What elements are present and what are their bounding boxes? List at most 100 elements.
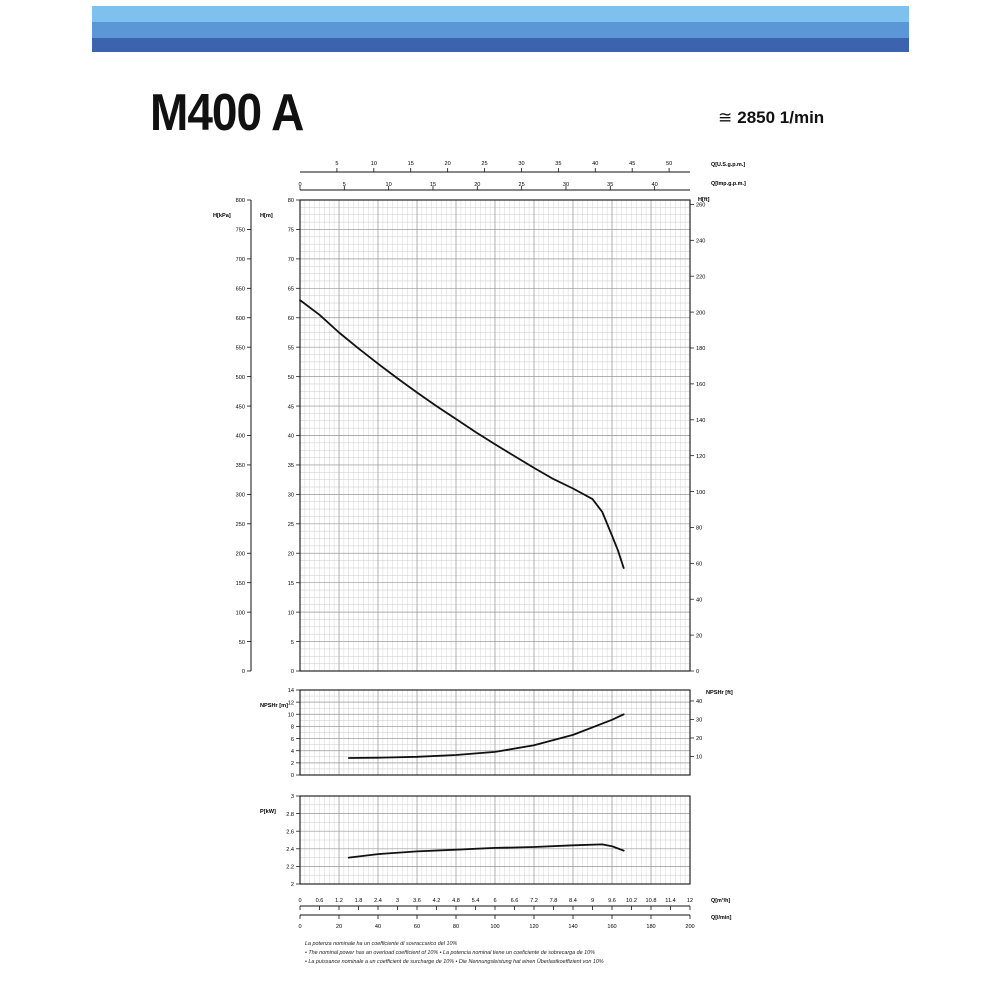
- header-band-medium: [92, 22, 909, 38]
- lmin-tick-label: 80: [453, 924, 459, 930]
- m3h-axis-title: Q[m³/h]: [711, 898, 730, 904]
- m3h-tick-label: 12: [687, 898, 693, 904]
- kpa-tick-label: 50: [239, 640, 245, 646]
- speed-value: 2850 1/min: [737, 108, 825, 127]
- power-curve: [347, 843, 625, 859]
- kpa-tick-label: 250: [236, 522, 245, 528]
- lmin-tick-label: 100: [490, 924, 499, 930]
- head-left-tick-label: 10: [288, 610, 294, 616]
- npsh-right-tick-label: 30: [696, 718, 702, 724]
- head-left-tick-label: 15: [288, 581, 294, 587]
- usgpm-tick-label: 40: [592, 161, 598, 167]
- npsh-left-axis-title: NPSHr [m]: [260, 703, 288, 709]
- head-right-tick-label: 60: [696, 562, 702, 568]
- kpa-axis-title: H[kPa]: [213, 213, 231, 219]
- head-right-tick-label: 40: [696, 597, 702, 603]
- head-right-tick-label: 0: [696, 669, 699, 675]
- usgpm-axis-title: Q[U.S.g.p.m.]: [711, 162, 745, 168]
- power-left-tick-label: 3: [291, 794, 294, 800]
- kpa-tick-label: 400: [236, 434, 245, 440]
- head-right-axis-title: H[ft]: [698, 197, 710, 203]
- power-frame: [299, 795, 691, 885]
- m3h-tick-label: 4.2: [433, 898, 441, 904]
- m3h-tick-label: 2.4: [374, 898, 382, 904]
- lmin-tick-label: 60: [414, 924, 420, 930]
- usgpm-tick-label: 45: [629, 161, 635, 167]
- usgpm-tick-label: 20: [445, 161, 451, 167]
- head-left-tick-label: 45: [288, 404, 294, 410]
- kpa-tick-label: 750: [236, 228, 245, 234]
- kpa-tick-label: 600: [236, 316, 245, 322]
- lmin-tick-label: 120: [529, 924, 538, 930]
- npsh-right-tick-label: 40: [696, 699, 702, 705]
- note-line-1: La potenza nominale ha un coefficiente d…: [305, 941, 458, 947]
- head-left-tick-label: 75: [288, 228, 294, 234]
- head-left-tick-label: 20: [288, 551, 294, 557]
- npsh-left-tick-label: 2: [291, 761, 294, 767]
- impgpm-tick-label: 15: [430, 182, 436, 188]
- head-right-tick-label: 160: [696, 382, 705, 388]
- approx-symbol: ≅: [718, 108, 733, 127]
- lmin-tick-label: 200: [685, 924, 694, 930]
- impgpm-tick-label: 20: [474, 182, 480, 188]
- kpa-tick-label: 700: [236, 257, 245, 263]
- lmin-axis-title: Q[l/min]: [711, 915, 732, 921]
- lmin-tick-label: 140: [568, 924, 577, 930]
- m3h-tick-label: 3: [396, 898, 399, 904]
- m3h-tick-label: 8.4: [569, 898, 577, 904]
- m3h-tick-label: 9: [591, 898, 594, 904]
- head-left-tick-label: 40: [288, 434, 294, 440]
- lmin-tick-label: 180: [646, 924, 655, 930]
- m3h-tick-label: 10.2: [626, 898, 637, 904]
- usgpm-tick-label: 35: [555, 161, 561, 167]
- impgpm-tick-label: 0: [298, 182, 301, 188]
- m3h-tick-label: 0: [298, 898, 301, 904]
- m3h-tick-label: 4.8: [452, 898, 460, 904]
- impgpm-tick-label: 30: [563, 182, 569, 188]
- note-line-3: • La puissance nominale a un coefficient…: [305, 959, 604, 965]
- kpa-tick-label: 650: [236, 287, 245, 293]
- head-left-tick-label: 60: [288, 316, 294, 322]
- lmin-tick-label: 40: [375, 924, 381, 930]
- head-left-tick-label: 5: [291, 640, 294, 646]
- m3h-tick-label: 9.6: [608, 898, 616, 904]
- kpa-tick-label: 500: [236, 375, 245, 381]
- impgpm-tick-label: 25: [519, 182, 525, 188]
- head-right-tick-label: 140: [696, 418, 705, 424]
- kpa-tick-label: 800: [236, 198, 245, 204]
- m3h-tick-label: 6: [493, 898, 496, 904]
- impgpm-tick-label: 35: [607, 182, 613, 188]
- usgpm-tick-label: 15: [408, 161, 414, 167]
- note-line-2: • The nominal power has an overload coef…: [305, 950, 595, 956]
- head-right-tick-label: 200: [696, 310, 705, 316]
- lmin-tick-label: 20: [336, 924, 342, 930]
- npsh-right-tick-label: 20: [696, 736, 702, 742]
- lmin-tick-label: 160: [607, 924, 616, 930]
- head-left-tick-label: 80: [288, 198, 294, 204]
- power-left-tick-label: 2.6: [286, 829, 294, 835]
- kpa-tick-label: 550: [236, 345, 245, 351]
- head-right-tick-label: 240: [696, 239, 705, 245]
- m3h-tick-label: 1.2: [335, 898, 343, 904]
- m3h-tick-label: 11.4: [665, 898, 675, 904]
- head-right-tick-label: 120: [696, 454, 705, 460]
- npsh-frame: [299, 689, 691, 776]
- m3h-tick-label: 7.2: [530, 898, 538, 904]
- head-right-tick-label: 180: [696, 346, 705, 352]
- power-left-axis-title: P[kW]: [260, 809, 276, 815]
- head-left-tick-label: 25: [288, 522, 294, 528]
- kpa-tick-label: 200: [236, 551, 245, 557]
- usgpm-tick-label: 30: [518, 161, 524, 167]
- m3h-tick-label: 3.6: [413, 898, 421, 904]
- head-right-tick-label: 220: [696, 274, 705, 280]
- usgpm-tick-label: 25: [481, 161, 487, 167]
- npsh-left-tick-label: 6: [291, 737, 294, 743]
- m3h-tick-label: 10.8: [646, 898, 657, 904]
- kpa-tick-label: 450: [236, 404, 245, 410]
- power-left-tick-label: 2.2: [286, 865, 294, 871]
- npsh-left-tick-label: 12: [288, 700, 294, 706]
- npsh-left-tick-label: 10: [288, 712, 294, 718]
- npsh-left-tick-label: 8: [291, 725, 294, 731]
- kpa-tick-label: 300: [236, 493, 245, 499]
- head-left-tick-label: 30: [288, 493, 294, 499]
